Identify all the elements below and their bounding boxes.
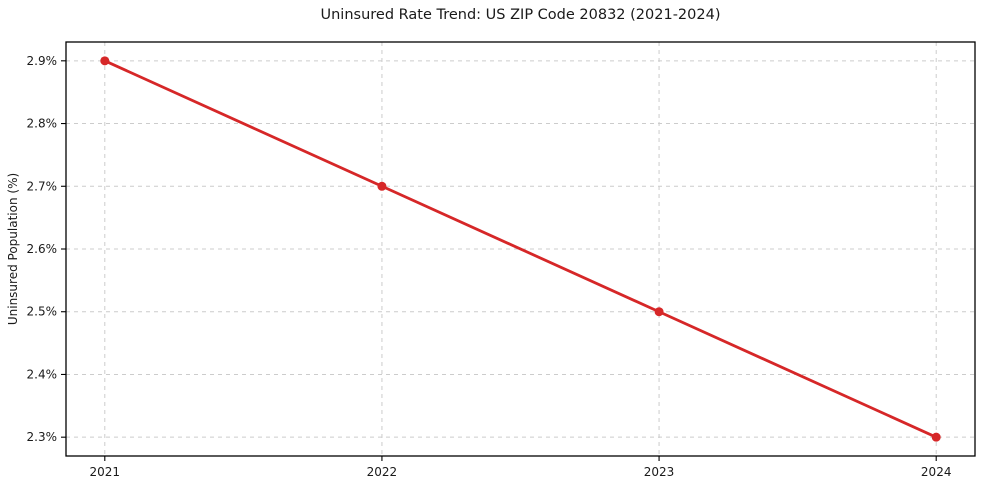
data-point-2022 bbox=[377, 181, 387, 191]
chart-title: Uninsured Rate Trend: US ZIP Code 20832 … bbox=[320, 7, 721, 23]
x-tick-label: 2021 bbox=[90, 465, 121, 479]
y-tick-label: 2.6% bbox=[27, 242, 58, 256]
y-tick-label: 2.5% bbox=[27, 305, 58, 319]
y-tick-label: 2.3% bbox=[27, 430, 58, 444]
data-point-2021 bbox=[100, 56, 110, 66]
y-tick-label: 2.8% bbox=[27, 117, 58, 131]
x-tick-label: 2023 bbox=[644, 465, 675, 479]
trend-line bbox=[103, 59, 938, 439]
y-tick-label: 2.9% bbox=[27, 54, 58, 68]
x-tick-label: 2024 bbox=[921, 465, 952, 479]
data-point-2023 bbox=[654, 307, 664, 317]
x-tick-label: 2022 bbox=[367, 465, 398, 479]
y-tick-label: 2.4% bbox=[27, 367, 58, 381]
y-tick-label: 2.7% bbox=[27, 179, 58, 193]
data-point-2024 bbox=[931, 432, 941, 442]
